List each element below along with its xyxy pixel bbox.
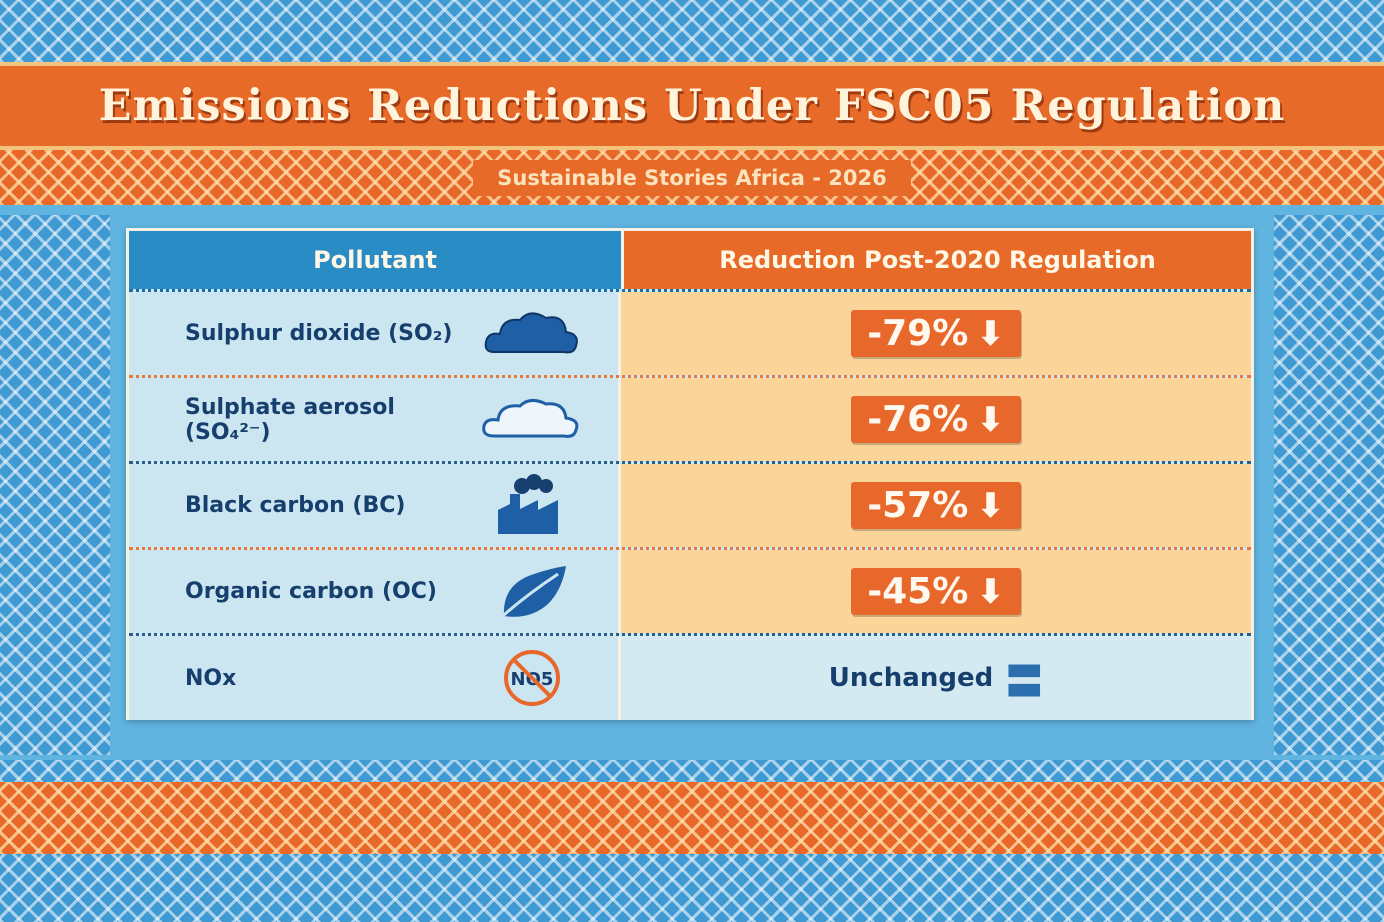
pollutant-cell: Sulphur dioxide (SO₂) bbox=[129, 292, 621, 375]
left-decorative-panel bbox=[0, 215, 110, 755]
right-decorative-panel bbox=[1274, 215, 1384, 755]
table-row: NOx NO5 Unchanged〓 bbox=[129, 636, 1251, 720]
page-subtitle: Sustainable Stories Africa - 2026 bbox=[473, 159, 911, 196]
bottom-decorative-band-2 bbox=[0, 782, 1384, 854]
pollutant-name: Sulphur dioxide (SO₂) bbox=[185, 321, 453, 346]
reduction-badge: -79% ⬇ bbox=[851, 310, 1021, 357]
reduction-badge: -76% ⬇ bbox=[851, 396, 1021, 443]
reduction-cell: -76% ⬇ bbox=[621, 378, 1251, 461]
table-row: Black carbon (BC) -57% ⬇ bbox=[129, 464, 1251, 550]
top-decorative-band bbox=[0, 0, 1384, 62]
bottom-decorative-band-3 bbox=[0, 854, 1384, 922]
reduction-cell: Unchanged 〓 bbox=[621, 636, 1251, 720]
pollutant-name: Sulphate aerosol (SO₄²⁻) bbox=[185, 394, 395, 445]
light-cloud-icon bbox=[482, 390, 582, 450]
bottom-decorative-band-1 bbox=[0, 760, 1384, 782]
pollutant-name: Organic carbon (OC) bbox=[185, 579, 437, 604]
table-row: Sulphate aerosol (SO₄²⁻) -76% ⬇ bbox=[129, 378, 1251, 464]
down-arrow-icon: ⬇ bbox=[976, 399, 1005, 440]
down-arrow-icon: ⬇ bbox=[976, 313, 1005, 354]
leaf-icon bbox=[482, 562, 582, 623]
down-arrow-icon: ⬇ bbox=[976, 485, 1005, 526]
pollutant-name: Black carbon (BC) bbox=[185, 493, 406, 518]
pollutant-cell: Black carbon (BC) bbox=[129, 464, 621, 547]
no-nox-icon: NO5 bbox=[482, 648, 582, 708]
factory-icon bbox=[482, 473, 582, 536]
table-header-row: Pollutant Reduction Post-2020 Regulation bbox=[129, 231, 1251, 292]
subtitle-band: Sustainable Stories Africa - 2026 bbox=[0, 150, 1384, 205]
down-arrow-icon: ⬇ bbox=[976, 571, 1005, 612]
pollutant-cell: Sulphate aerosol (SO₄²⁻) bbox=[129, 378, 621, 461]
page-title: Emissions Reductions Under FSC05 Regulat… bbox=[98, 81, 1286, 131]
equals-icon: 〓 bbox=[1005, 659, 1044, 704]
title-banner: Emissions Reductions Under FSC05 Regulat… bbox=[0, 62, 1384, 150]
column-header-pollutant: Pollutant bbox=[129, 231, 624, 289]
pollutant-cell: Organic carbon (OC) bbox=[129, 550, 621, 633]
reduction-cell: -79% ⬇ bbox=[621, 292, 1251, 375]
pollutant-name: NOx bbox=[185, 665, 237, 691]
reduction-cell: -57% ⬇ bbox=[621, 464, 1251, 547]
column-header-reduction: Reduction Post-2020 Regulation bbox=[624, 231, 1251, 289]
reduction-badge: -57% ⬇ bbox=[851, 482, 1021, 529]
dark-cloud-icon bbox=[482, 304, 582, 364]
reduction-badge: -45% ⬇ bbox=[851, 568, 1021, 615]
pollutant-cell: NOx NO5 bbox=[129, 636, 621, 720]
table-row: Sulphur dioxide (SO₂) -79% ⬇ bbox=[129, 292, 1251, 378]
emissions-table: Pollutant Reduction Post-2020 Regulation… bbox=[126, 228, 1254, 720]
unchanged-label: Unchanged 〓 bbox=[829, 651, 1043, 706]
table-row: Organic carbon (OC) -45% ⬇ bbox=[129, 550, 1251, 636]
reduction-cell: -45% ⬇ bbox=[621, 550, 1251, 633]
